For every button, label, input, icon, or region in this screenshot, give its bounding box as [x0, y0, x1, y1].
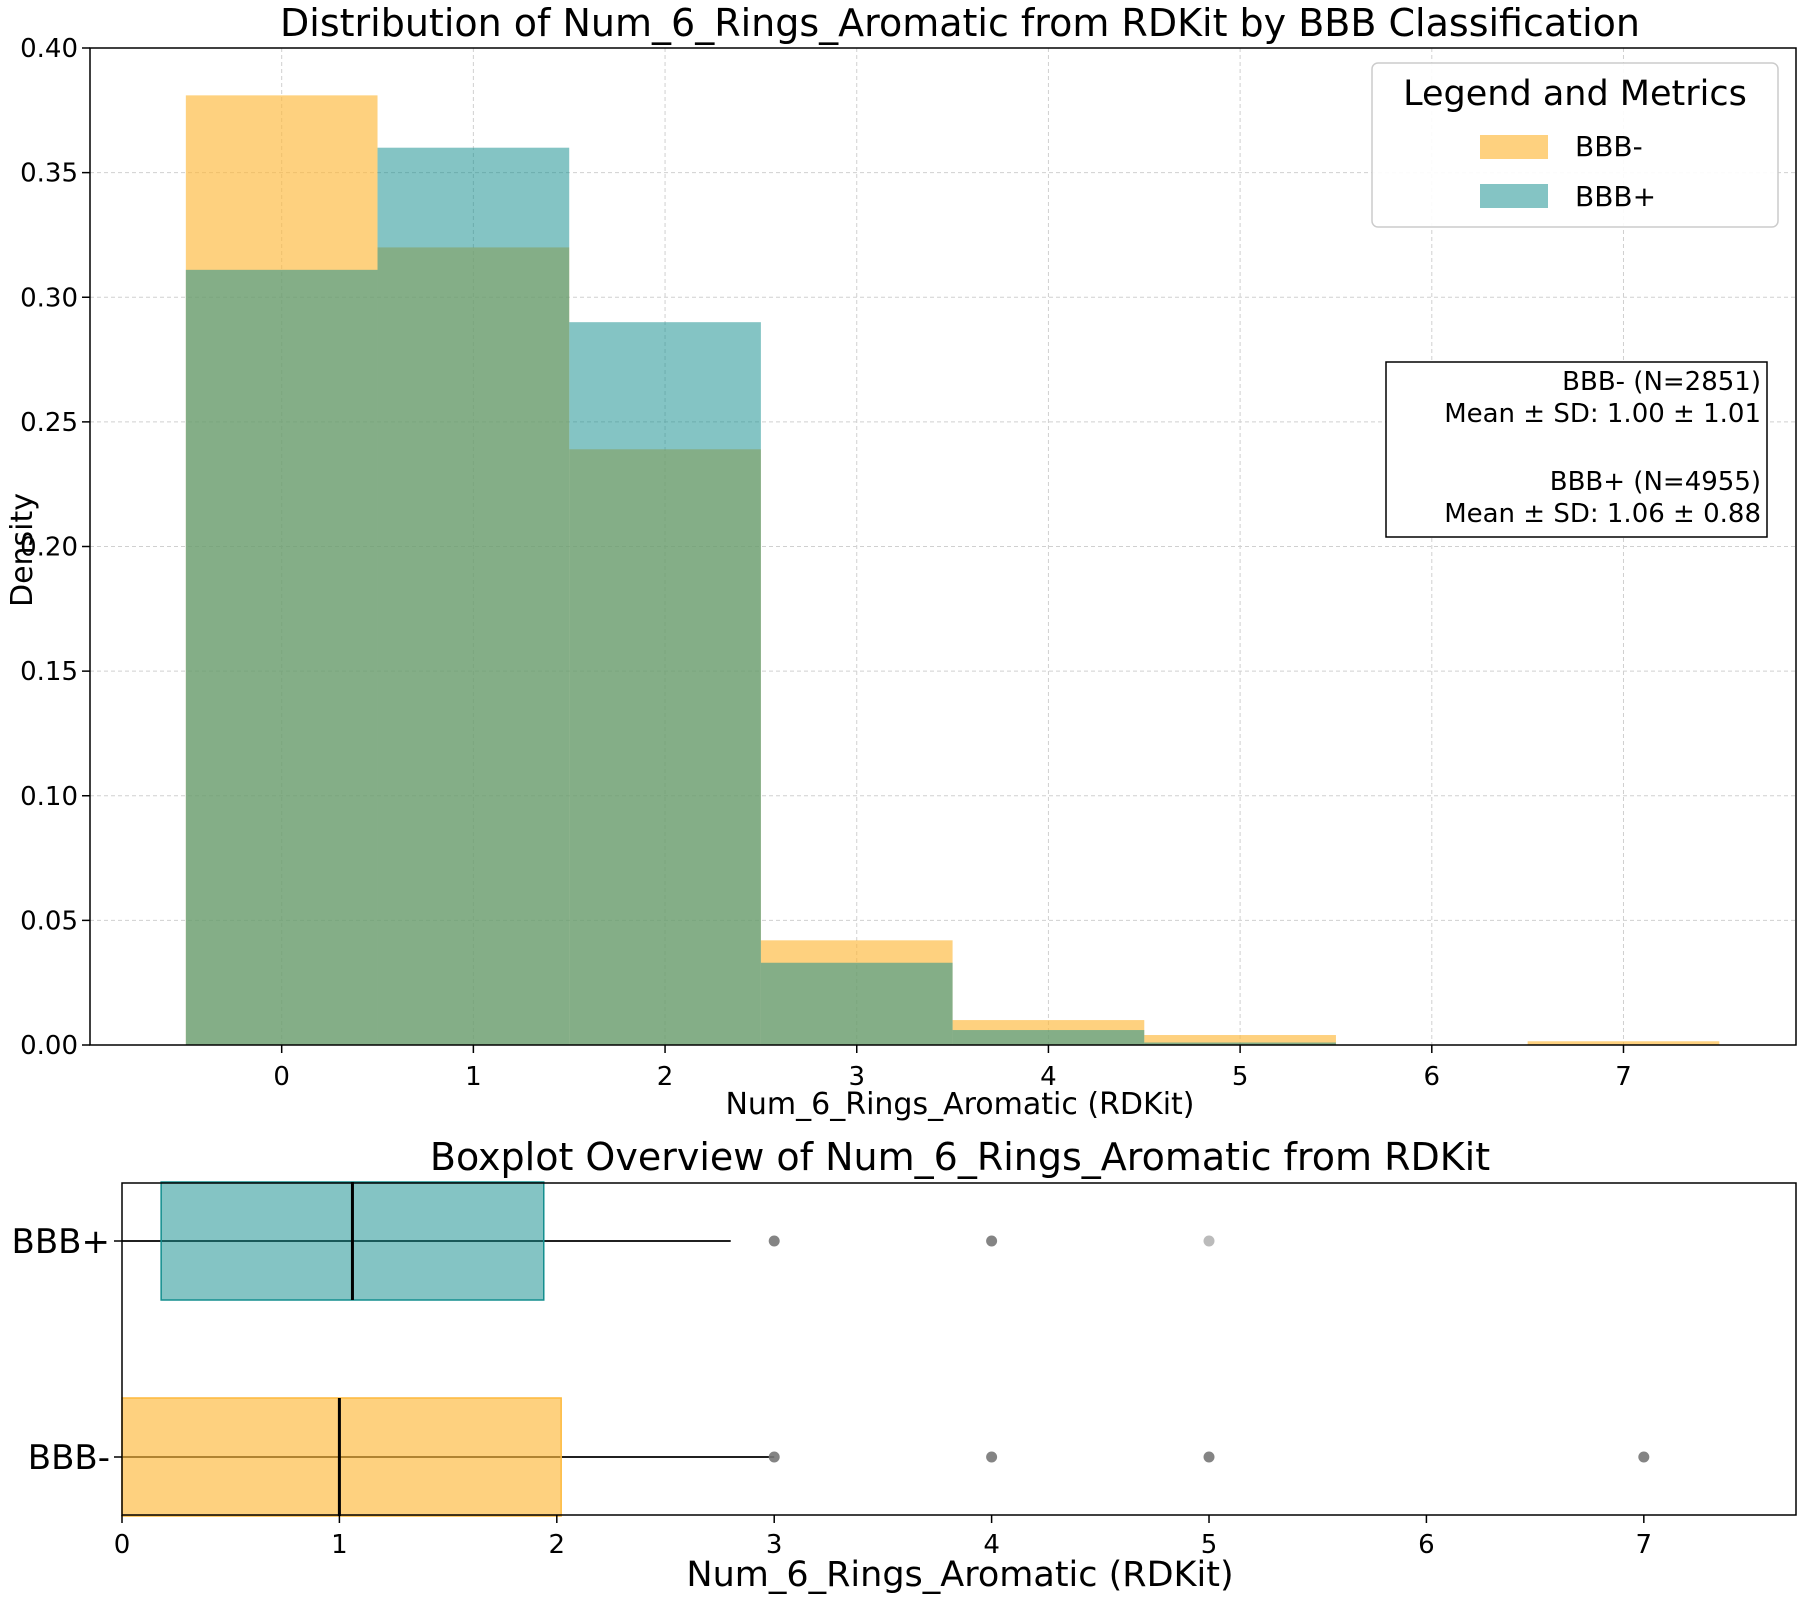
boxplot-title: Boxplot Overview of Num_6_Rings_Aromatic… — [430, 1135, 1490, 1179]
histogram-panel: Distribution of Num_6_Rings_Aromatic fro… — [5, 1, 1797, 1122]
y-tick-label: BBB- — [28, 1438, 110, 1478]
histogram-y-axis-label: Density — [5, 493, 40, 607]
y-tick-label: 0.10 — [20, 782, 78, 812]
y-tick-label: 0.25 — [20, 408, 78, 438]
legend-box — [1371, 62, 1779, 228]
metrics-box: BBB- (N=2851) Mean ± SD: 1.00 ± 1.01 BBB… — [1385, 361, 1768, 538]
x-tick-label: 7 — [1615, 1062, 1632, 1092]
x-tick-label: 5 — [1201, 1530, 1218, 1560]
x-tick-label: 2 — [549, 1530, 566, 1560]
x-tick-label: 1 — [331, 1530, 348, 1560]
y-tick-label: 0.35 — [20, 159, 78, 189]
legend: Legend and Metrics BBB- BBB+ — [1371, 62, 1779, 228]
y-tick-label: 0.00 — [20, 1031, 78, 1061]
boxplot-box — [121, 1397, 562, 1517]
boxplot-frame — [121, 1182, 1797, 1516]
bar-bbb-plus — [569, 322, 761, 1045]
legend-swatch-bbb-minus — [1480, 135, 1548, 159]
x-tick-label: 5 — [1232, 1062, 1249, 1092]
boxplot-outlier — [986, 1235, 998, 1247]
boxplot-outlier — [1638, 1451, 1650, 1463]
x-tick-label: 6 — [1424, 1062, 1441, 1092]
boxplot-outlier — [1203, 1451, 1215, 1463]
histogram-x-ticks: 0 1 2 3 4 5 6 7 — [273, 1045, 1632, 1092]
legend-swatch-bbb-plus — [1480, 184, 1548, 208]
y-tick-label: 0.05 — [20, 906, 78, 936]
bar-bbb-plus — [952, 1030, 1145, 1045]
bar-bbb-plus — [760, 962, 953, 1045]
x-tick-label: 3 — [766, 1530, 783, 1560]
metrics-bbb-plus-stats: Mean ± SD: 1.06 ± 0.88 — [1444, 499, 1761, 529]
legend-title: Legend and Metrics — [1403, 74, 1747, 114]
histogram-x-axis-label: Num_6_Rings_Aromatic (RDKit) — [725, 1087, 1194, 1122]
boxplot-x-axis-label: Num_6_Rings_Aromatic (RDKit) — [686, 1555, 1233, 1595]
x-tick-label: 7 — [1636, 1530, 1653, 1560]
bar-bbb-plus — [1144, 1042, 1336, 1045]
boxplot-x-ticks: 0 1 2 3 4 5 6 7 — [114, 1515, 1652, 1560]
metrics-frame — [1385, 361, 1768, 538]
x-tick-label: 4 — [1040, 1062, 1057, 1092]
bar-bbb-minus — [1144, 1035, 1336, 1045]
boxplot-marks — [121, 1181, 1650, 1517]
histogram-y-ticks: 0.00 0.05 0.10 0.15 0.20 0.25 0.30 0.35 0.40 — [20, 34, 90, 1061]
boxplot-panel: Boxplot Overview of Num_6_Rings_Aromatic… — [12, 1135, 1797, 1595]
metrics-bbb-plus-n: BBB+ (N=4955) — [1550, 467, 1761, 497]
metrics-bbb-minus-n: BBB- (N=2851) — [1562, 367, 1761, 397]
boxplot-outlier — [768, 1235, 780, 1247]
y-tick-label: BBB+ — [12, 1222, 110, 1262]
x-tick-label: 0 — [273, 1062, 290, 1092]
x-tick-label: 4 — [983, 1530, 1000, 1560]
y-tick-label: 0.40 — [20, 34, 78, 64]
boxplot-y-ticks: BBB+ BBB- — [12, 1222, 122, 1478]
legend-label-bbb-minus: BBB- — [1575, 130, 1643, 163]
x-tick-label: 6 — [1418, 1530, 1435, 1560]
x-tick-label: 2 — [657, 1062, 674, 1092]
legend-label-bbb-plus: BBB+ — [1575, 180, 1656, 213]
x-tick-label: 1 — [465, 1062, 482, 1092]
histogram-bars — [185, 95, 1720, 1046]
bar-bbb-plus — [377, 147, 570, 1045]
x-tick-label: 3 — [848, 1062, 865, 1092]
y-tick-label: 0.30 — [20, 283, 78, 313]
bar-bbb-plus — [185, 269, 378, 1045]
y-tick-label: 0.20 — [20, 533, 78, 563]
boxplot-outlier — [768, 1451, 780, 1463]
histogram-title: Distribution of Num_6_Rings_Aromatic fro… — [280, 1, 1640, 45]
boxplot-outlier — [986, 1451, 998, 1463]
bar-bbb-minus — [1527, 1041, 1720, 1045]
boxplot-outlier — [1203, 1235, 1215, 1247]
metrics-bbb-minus-stats: Mean ± SD: 1.00 ± 1.01 — [1444, 399, 1761, 429]
y-tick-label: 0.15 — [20, 657, 78, 687]
x-tick-label: 0 — [114, 1530, 131, 1560]
